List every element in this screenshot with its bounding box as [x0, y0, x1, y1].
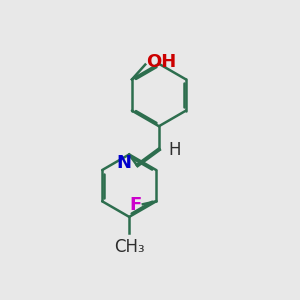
Text: N: N [116, 154, 131, 172]
Text: H: H [168, 141, 181, 159]
Text: CH₃: CH₃ [114, 238, 145, 256]
Text: OH: OH [146, 53, 176, 71]
Text: F: F [129, 196, 141, 214]
